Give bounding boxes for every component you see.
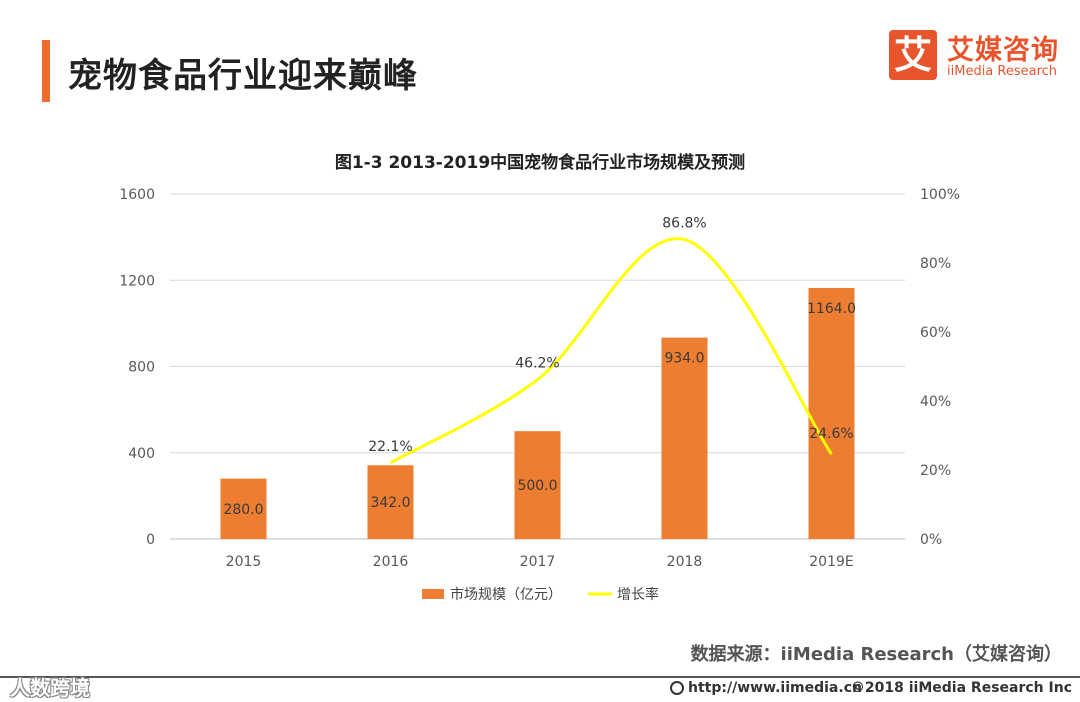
line-value-label: 22.1% bbox=[368, 439, 412, 455]
brand-name-en: iiMedia Research bbox=[947, 64, 1058, 79]
y-left-tick-label: 1600 bbox=[119, 187, 155, 203]
y-left-tick-label: 0 bbox=[146, 532, 155, 548]
line-value-label: 46.2% bbox=[515, 356, 559, 372]
x-tick-label: 2018 bbox=[667, 554, 703, 570]
y-right-tick-label: 40% bbox=[920, 394, 951, 410]
source-note: 数据来源：iiMedia Research（艾媒咨询） bbox=[690, 644, 1062, 665]
brand-name-cn: 艾媒咨询 bbox=[947, 35, 1059, 66]
y-left-tick-label: 1200 bbox=[119, 273, 155, 289]
legend-bar-swatch bbox=[422, 589, 444, 599]
page-title: 宠物食品行业迎来巅峰 bbox=[68, 56, 418, 96]
x-tick-label: 2019E bbox=[809, 554, 853, 570]
x-tick-label: 2017 bbox=[520, 554, 556, 570]
y-right-tick-label: 80% bbox=[920, 256, 951, 272]
bar[interactable] bbox=[514, 431, 561, 539]
bar[interactable] bbox=[661, 337, 708, 539]
y-right-tick-label: 60% bbox=[920, 325, 951, 341]
watermark: 人数跨境 bbox=[10, 676, 90, 700]
bar-value-label: 500.0 bbox=[517, 478, 557, 494]
bar-value-label: 934.0 bbox=[664, 351, 704, 367]
bar-value-label: 342.0 bbox=[370, 495, 410, 511]
line-value-label: 24.6% bbox=[809, 426, 853, 442]
x-tick-label: 2015 bbox=[226, 554, 262, 570]
brand-logo[interactable]: 艾 艾媒咨询 iiMedia Research bbox=[889, 30, 1069, 82]
header-accent-bar bbox=[42, 40, 50, 102]
globe-icon bbox=[670, 681, 684, 695]
y-right-tick-label: 100% bbox=[920, 187, 960, 203]
line-value-label: 86.8% bbox=[662, 216, 706, 232]
x-tick-label: 2016 bbox=[373, 554, 409, 570]
y-left-tick-label: 400 bbox=[128, 446, 155, 462]
footer-website-link[interactable]: http://www.iimedia.cn bbox=[670, 680, 862, 696]
bar-value-label: 1164.0 bbox=[807, 301, 856, 317]
footer-copyright: ©2018 iiMedia Research Inc bbox=[850, 680, 1072, 696]
brand-logo-icon: 艾 bbox=[889, 30, 937, 80]
y-right-tick-label: 0% bbox=[920, 532, 942, 548]
bar[interactable] bbox=[808, 288, 855, 539]
y-left-tick-label: 800 bbox=[128, 360, 155, 376]
footer-divider bbox=[0, 676, 1080, 678]
legend-bar-label: 市场规模（亿元） bbox=[450, 586, 562, 603]
bar[interactable] bbox=[367, 465, 414, 539]
footer-url-text[interactable]: http://www.iimedia.cn bbox=[688, 680, 862, 696]
y-right-tick-label: 20% bbox=[920, 463, 951, 479]
legend-line-label: 增长率 bbox=[617, 586, 659, 603]
chart-title: 图1-3 2013-2019中国宠物食品行业市场规模及预测 bbox=[335, 152, 745, 173]
growth-rate-line bbox=[389, 237, 833, 465]
bar[interactable] bbox=[220, 478, 267, 539]
bar-value-label: 280.0 bbox=[223, 502, 263, 518]
